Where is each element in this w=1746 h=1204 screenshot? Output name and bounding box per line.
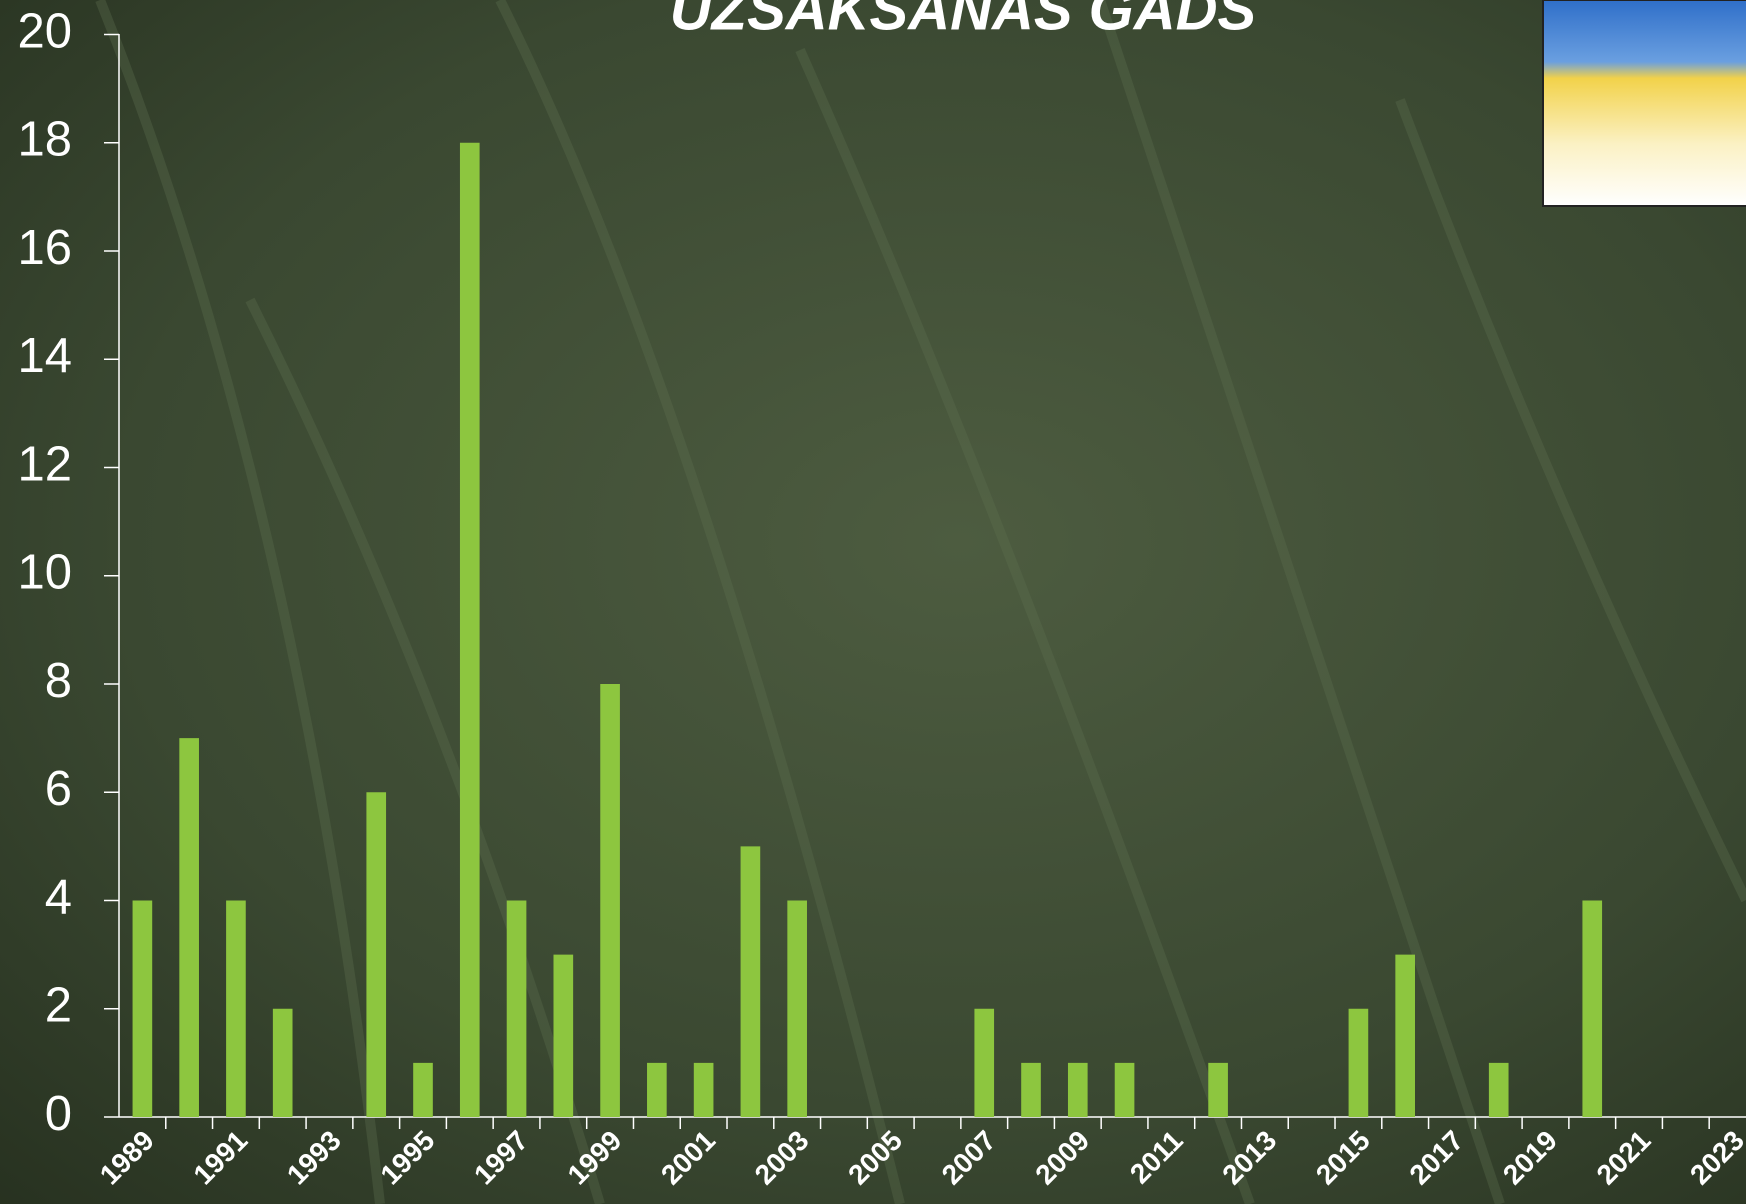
bar [226,901,246,1118]
bar [413,1063,433,1117]
chart: UZSĀKŠANAS GADS 024681012141618201989199… [0,0,1746,1204]
bar [1021,1063,1041,1117]
bar [600,684,620,1117]
y-tick-label: 12 [17,437,72,491]
bar [1395,955,1415,1117]
bar [647,1063,667,1117]
bar [1349,1009,1369,1117]
bar [460,143,480,1117]
y-tick-label: 10 [17,546,72,600]
bar [1208,1063,1228,1117]
chart-title: UZSĀKŠANAS GADS [670,0,1257,42]
y-tick-label: 14 [17,329,72,383]
bar [133,901,153,1118]
bar [1068,1063,1088,1117]
y-tick-label: 18 [17,113,72,167]
bar [1489,1063,1509,1117]
y-tick-label: 0 [45,1087,72,1141]
bar [507,901,527,1118]
y-tick-label: 20 [17,4,72,58]
y-tick-label: 8 [45,654,72,708]
bar [741,846,761,1117]
bar [1115,1063,1135,1117]
background [0,0,1746,1204]
bar [1582,901,1602,1118]
y-tick-label: 16 [17,221,72,275]
logo [1543,0,1746,206]
bar [179,738,199,1117]
y-tick-label: 2 [45,979,72,1033]
bar [553,955,573,1117]
bar [273,1009,293,1117]
bar [366,792,386,1117]
bar [974,1009,994,1117]
bar [787,901,807,1118]
bar [694,1063,714,1117]
y-tick-label: 4 [45,870,72,924]
y-tick-label: 6 [45,762,72,816]
